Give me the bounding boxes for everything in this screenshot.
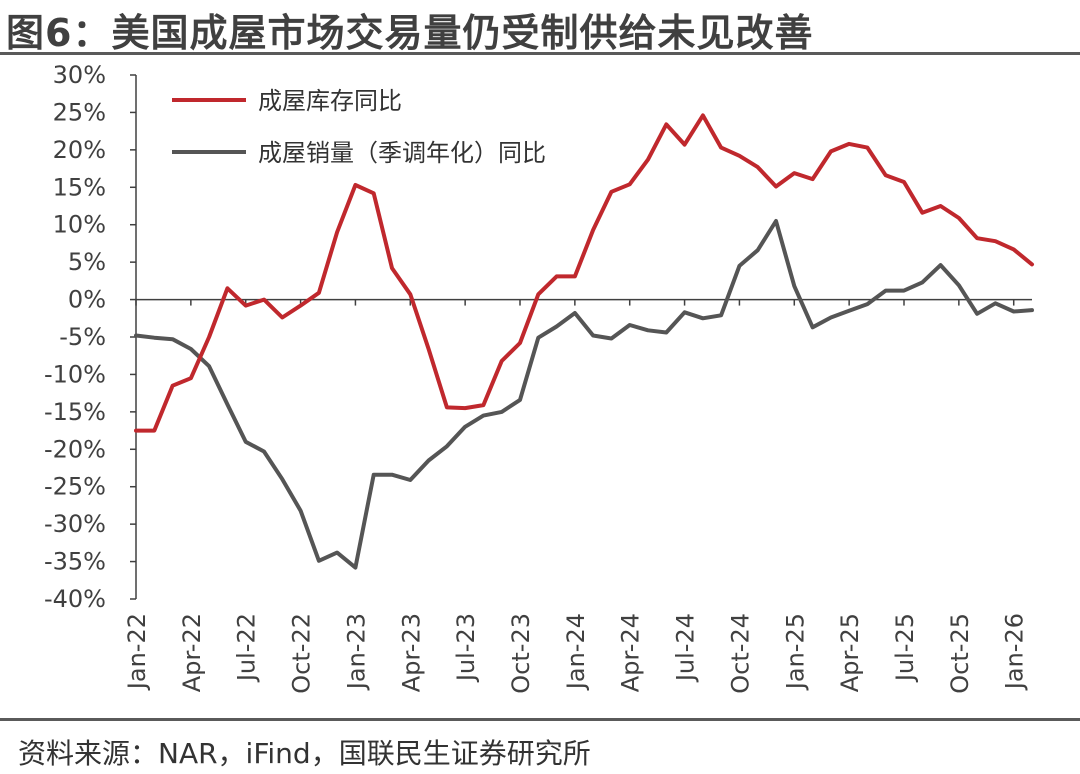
x-tick-label: Jul-23 [452, 613, 480, 683]
x-tick-label: Jan-22 [123, 613, 151, 691]
legend: 成屋库存同比 成屋销量（季调年化）同比 [172, 87, 546, 167]
y-tick-label: -5% [59, 323, 106, 351]
x-tick-label: Oct-22 [288, 613, 316, 694]
x-tick-label: Jul-25 [891, 613, 919, 683]
x-tick-label: Apr-23 [397, 613, 425, 692]
series-lines [134, 113, 1034, 570]
y-tick-label: -25% [44, 473, 106, 501]
y-tick-label: 0% [68, 286, 106, 314]
y-tick-label: -40% [44, 585, 106, 613]
x-tick-label: Apr-22 [178, 613, 206, 692]
y-tick-label: 10% [53, 211, 106, 239]
y-tick-label: -15% [44, 398, 106, 426]
series-line-inventory [134, 113, 1034, 433]
x-tick-label: Jul-24 [672, 613, 700, 683]
x-tick-label: Jan-26 [1001, 613, 1029, 691]
legend-label-inventory: 成屋库存同比 [258, 87, 402, 115]
x-tick-label: Oct-25 [946, 613, 974, 694]
series-line-sales [134, 219, 1034, 570]
y-tick-label: 15% [53, 173, 106, 201]
y-tick-label: 20% [53, 136, 106, 164]
x-tick-label: Jan-25 [781, 613, 809, 691]
footer-divider [0, 718, 1080, 721]
x-axis-ticks: Jan-22 Apr-22 Jul-22 Oct-22 Jan-23 Apr-23 Jul-… [123, 299, 1029, 694]
y-tick-label: -10% [44, 360, 106, 388]
x-tick-label: Apr-24 [617, 613, 645, 692]
title-divider [0, 52, 1080, 55]
y-tick-label: 5% [68, 248, 106, 276]
y-tick-label: 25% [53, 98, 106, 126]
x-tick-label: Oct-23 [507, 613, 535, 694]
y-tick-label: -35% [44, 548, 106, 576]
source-note: 资料来源：NAR，iFind，国联民生证券研究所 [18, 737, 591, 770]
x-tick-label: Jan-24 [562, 613, 590, 691]
x-tick-label: Jan-23 [342, 613, 370, 691]
y-tick-label: -30% [44, 510, 106, 538]
x-tick-label: Apr-25 [836, 613, 864, 692]
x-tick-label: Oct-24 [726, 613, 754, 694]
x-tick-label: Jul-22 [233, 613, 261, 683]
y-tick-label: 30% [53, 61, 106, 89]
y-axis-ticks: 30% 25% 20% 15% 10% 5% 0% -5% -10% -15% -20% -25% -3… [44, 61, 136, 613]
y-tick-label: -20% [44, 435, 106, 463]
legend-label-sales: 成屋销量（季调年化）同比 [258, 139, 546, 167]
chart-title: 图6：美国成屋市场交易量仍受制供给未见改善 [6, 11, 814, 55]
